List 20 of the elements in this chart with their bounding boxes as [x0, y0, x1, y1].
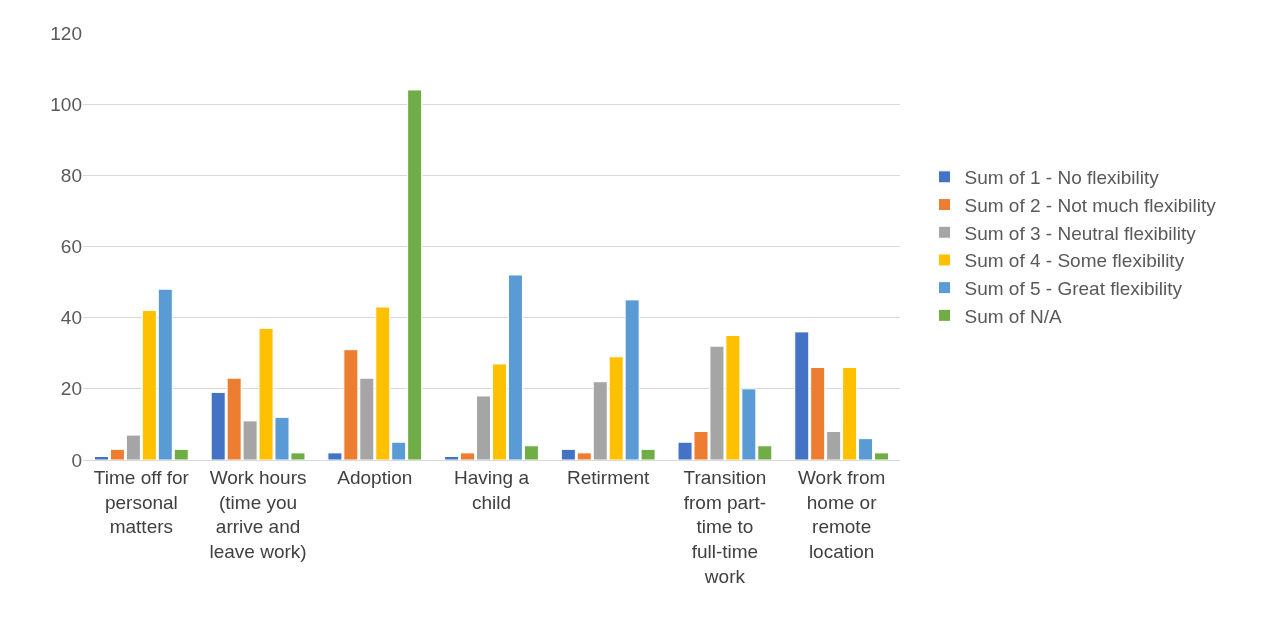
- y-tick-label: 60: [60, 236, 82, 258]
- legend-label: Sum of 1 - No flexibility: [964, 167, 1160, 189]
- y-tick-label: 80: [60, 164, 82, 186]
- x-tick-label: Time off for personal matters: [93, 466, 190, 538]
- y-tick-label: 20: [60, 378, 82, 400]
- legend-label: Sum of 3 - Neutral flexibility: [964, 222, 1197, 244]
- legend-label: Sum of 2 - Not much flexibility: [964, 194, 1217, 216]
- y-tick-label: 100: [50, 93, 82, 115]
- y-tick-label: 120: [50, 22, 82, 44]
- y-tick-label: 0: [71, 449, 82, 471]
- legend-label: Sum of N/A: [964, 305, 1062, 327]
- y-tick-label: 40: [60, 307, 82, 329]
- x-tick-label: Having a child: [454, 466, 530, 513]
- legend-label: Sum of 5 - Great flexibility: [964, 278, 1183, 300]
- x-tick-label: Retirment: [567, 466, 651, 488]
- x-tick-label: Work from home or remote location: [798, 466, 886, 562]
- x-tick-label: Work hours (time you arrive and leave work): [209, 466, 307, 562]
- x-tick-label: Adoption: [337, 466, 413, 488]
- legend-label: Sum of 4 - Some flexibility: [964, 250, 1185, 272]
- x-tick-label: Transition from part-time to full-time work: [683, 466, 767, 587]
